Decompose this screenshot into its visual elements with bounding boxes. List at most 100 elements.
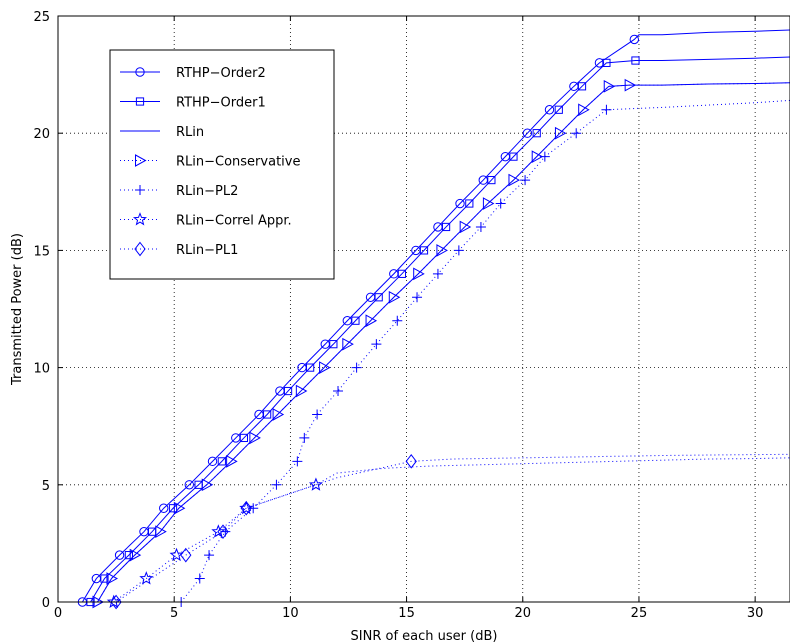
triangle-marker bbox=[249, 431, 261, 445]
legend-entry-label: RLin bbox=[176, 125, 204, 140]
triangle-marker bbox=[436, 244, 448, 257]
star-marker bbox=[211, 524, 226, 538]
triangle-marker bbox=[413, 267, 425, 281]
square-marker bbox=[631, 56, 640, 65]
triangle-marker bbox=[226, 455, 238, 468]
legend: RTHP−Order2 RTHP−Order1 RLin RLin−Conservat… bbox=[109, 49, 335, 280]
star-marker bbox=[132, 212, 148, 226]
circle-marker bbox=[159, 503, 169, 513]
y-tick-label: 20 bbox=[33, 127, 50, 142]
x-tick-label: 25 bbox=[631, 606, 648, 621]
triangle-marker bbox=[531, 150, 544, 163]
star-marker bbox=[308, 477, 323, 491]
diamond-marker bbox=[110, 594, 122, 610]
plus-marker bbox=[520, 175, 531, 186]
legend-entry-label: RLin−Correl Appr. bbox=[176, 214, 292, 229]
square-marker bbox=[263, 410, 272, 419]
square-marker bbox=[306, 363, 315, 372]
diamond-marker bbox=[405, 454, 417, 469]
plus-marker bbox=[351, 362, 362, 373]
series-line bbox=[90, 56, 790, 603]
triangle-marker bbox=[129, 548, 142, 562]
triangle-marker bbox=[365, 314, 378, 328]
legend-entry-label: RLin−PL2 bbox=[176, 184, 238, 199]
plus-marker bbox=[412, 292, 423, 303]
square-marker bbox=[602, 58, 611, 67]
triangle-marker bbox=[578, 103, 590, 117]
diamond-marker bbox=[134, 241, 146, 257]
plus-marker bbox=[204, 550, 215, 561]
series-circle bbox=[77, 29, 790, 607]
circle-marker bbox=[629, 34, 640, 45]
plus-marker bbox=[539, 151, 550, 162]
circle-marker bbox=[544, 105, 555, 115]
plus-marker bbox=[432, 268, 443, 279]
plus-marker bbox=[333, 386, 344, 397]
triangle-marker bbox=[508, 173, 521, 187]
x-tick-label: 0 bbox=[54, 606, 62, 621]
triangle-marker bbox=[603, 79, 616, 93]
legend-box bbox=[109, 49, 335, 280]
y-tick-label: 25 bbox=[33, 10, 50, 25]
triangle-marker bbox=[272, 408, 285, 421]
star-marker bbox=[169, 547, 184, 562]
triangle-marker bbox=[295, 384, 308, 398]
x-tick-label: 30 bbox=[747, 606, 764, 621]
circle-marker bbox=[184, 480, 194, 490]
series-line bbox=[115, 453, 790, 603]
square-marker bbox=[239, 433, 249, 443]
y-axis-label: Transmitted Power (dB) bbox=[10, 233, 25, 386]
series-none bbox=[97, 82, 790, 603]
x-tick-label: 10 bbox=[282, 606, 299, 621]
triangle-marker bbox=[624, 78, 637, 92]
triangle-marker bbox=[459, 220, 472, 234]
plus-marker bbox=[194, 573, 205, 584]
square-marker bbox=[419, 246, 429, 255]
diamond-marker bbox=[240, 500, 252, 516]
square-marker bbox=[577, 82, 587, 91]
x-axis-label: SINR of each user (dB) bbox=[351, 629, 498, 644]
star-marker bbox=[106, 594, 121, 608]
plus-marker bbox=[299, 432, 310, 443]
triangle-marker bbox=[106, 572, 118, 585]
plus-marker bbox=[292, 456, 303, 467]
plus-marker bbox=[571, 128, 582, 139]
plus-marker bbox=[371, 339, 382, 350]
square-marker bbox=[329, 340, 338, 349]
plus-marker bbox=[601, 104, 612, 115]
circle-marker bbox=[135, 67, 145, 77]
x-tick-label: 5 bbox=[170, 606, 178, 621]
square-marker bbox=[509, 152, 518, 161]
triangle-marker bbox=[554, 126, 567, 140]
plus-marker bbox=[495, 198, 506, 209]
legend-entry-label: RLin−Conservative bbox=[176, 155, 300, 170]
y-tick-label: 0 bbox=[42, 596, 50, 611]
square-marker bbox=[554, 105, 563, 114]
circle-marker bbox=[114, 550, 125, 560]
diamond-marker bbox=[217, 524, 229, 540]
triangle-marker bbox=[135, 154, 147, 167]
square-marker bbox=[168, 504, 178, 513]
legend-entry-label: RLin−PL1 bbox=[176, 243, 238, 258]
circle-marker bbox=[455, 198, 465, 209]
x-tick-label: 20 bbox=[514, 606, 531, 621]
plus-marker bbox=[453, 245, 464, 256]
square-marker bbox=[465, 199, 474, 208]
square-marker bbox=[397, 269, 407, 278]
square-marker bbox=[441, 222, 451, 232]
plus-marker bbox=[312, 409, 323, 420]
triangle-marker bbox=[201, 478, 214, 492]
plot-series bbox=[77, 29, 790, 610]
axis-ticks: 0 5 10 15 20 25 30 0 5 10 15 20 25 bbox=[33, 10, 763, 621]
y-tick-label: 10 bbox=[33, 362, 50, 377]
axes-frame bbox=[57, 15, 790, 603]
plus-marker bbox=[392, 315, 403, 326]
series-plus bbox=[176, 99, 790, 607]
legend-entry-label: RTHP−Order1 bbox=[176, 96, 266, 111]
triangle-marker bbox=[155, 525, 167, 539]
plus-marker bbox=[475, 221, 486, 232]
circle-marker bbox=[207, 456, 218, 467]
legend-entry-label: RTHP−Order2 bbox=[176, 66, 266, 81]
square-marker bbox=[124, 551, 133, 560]
